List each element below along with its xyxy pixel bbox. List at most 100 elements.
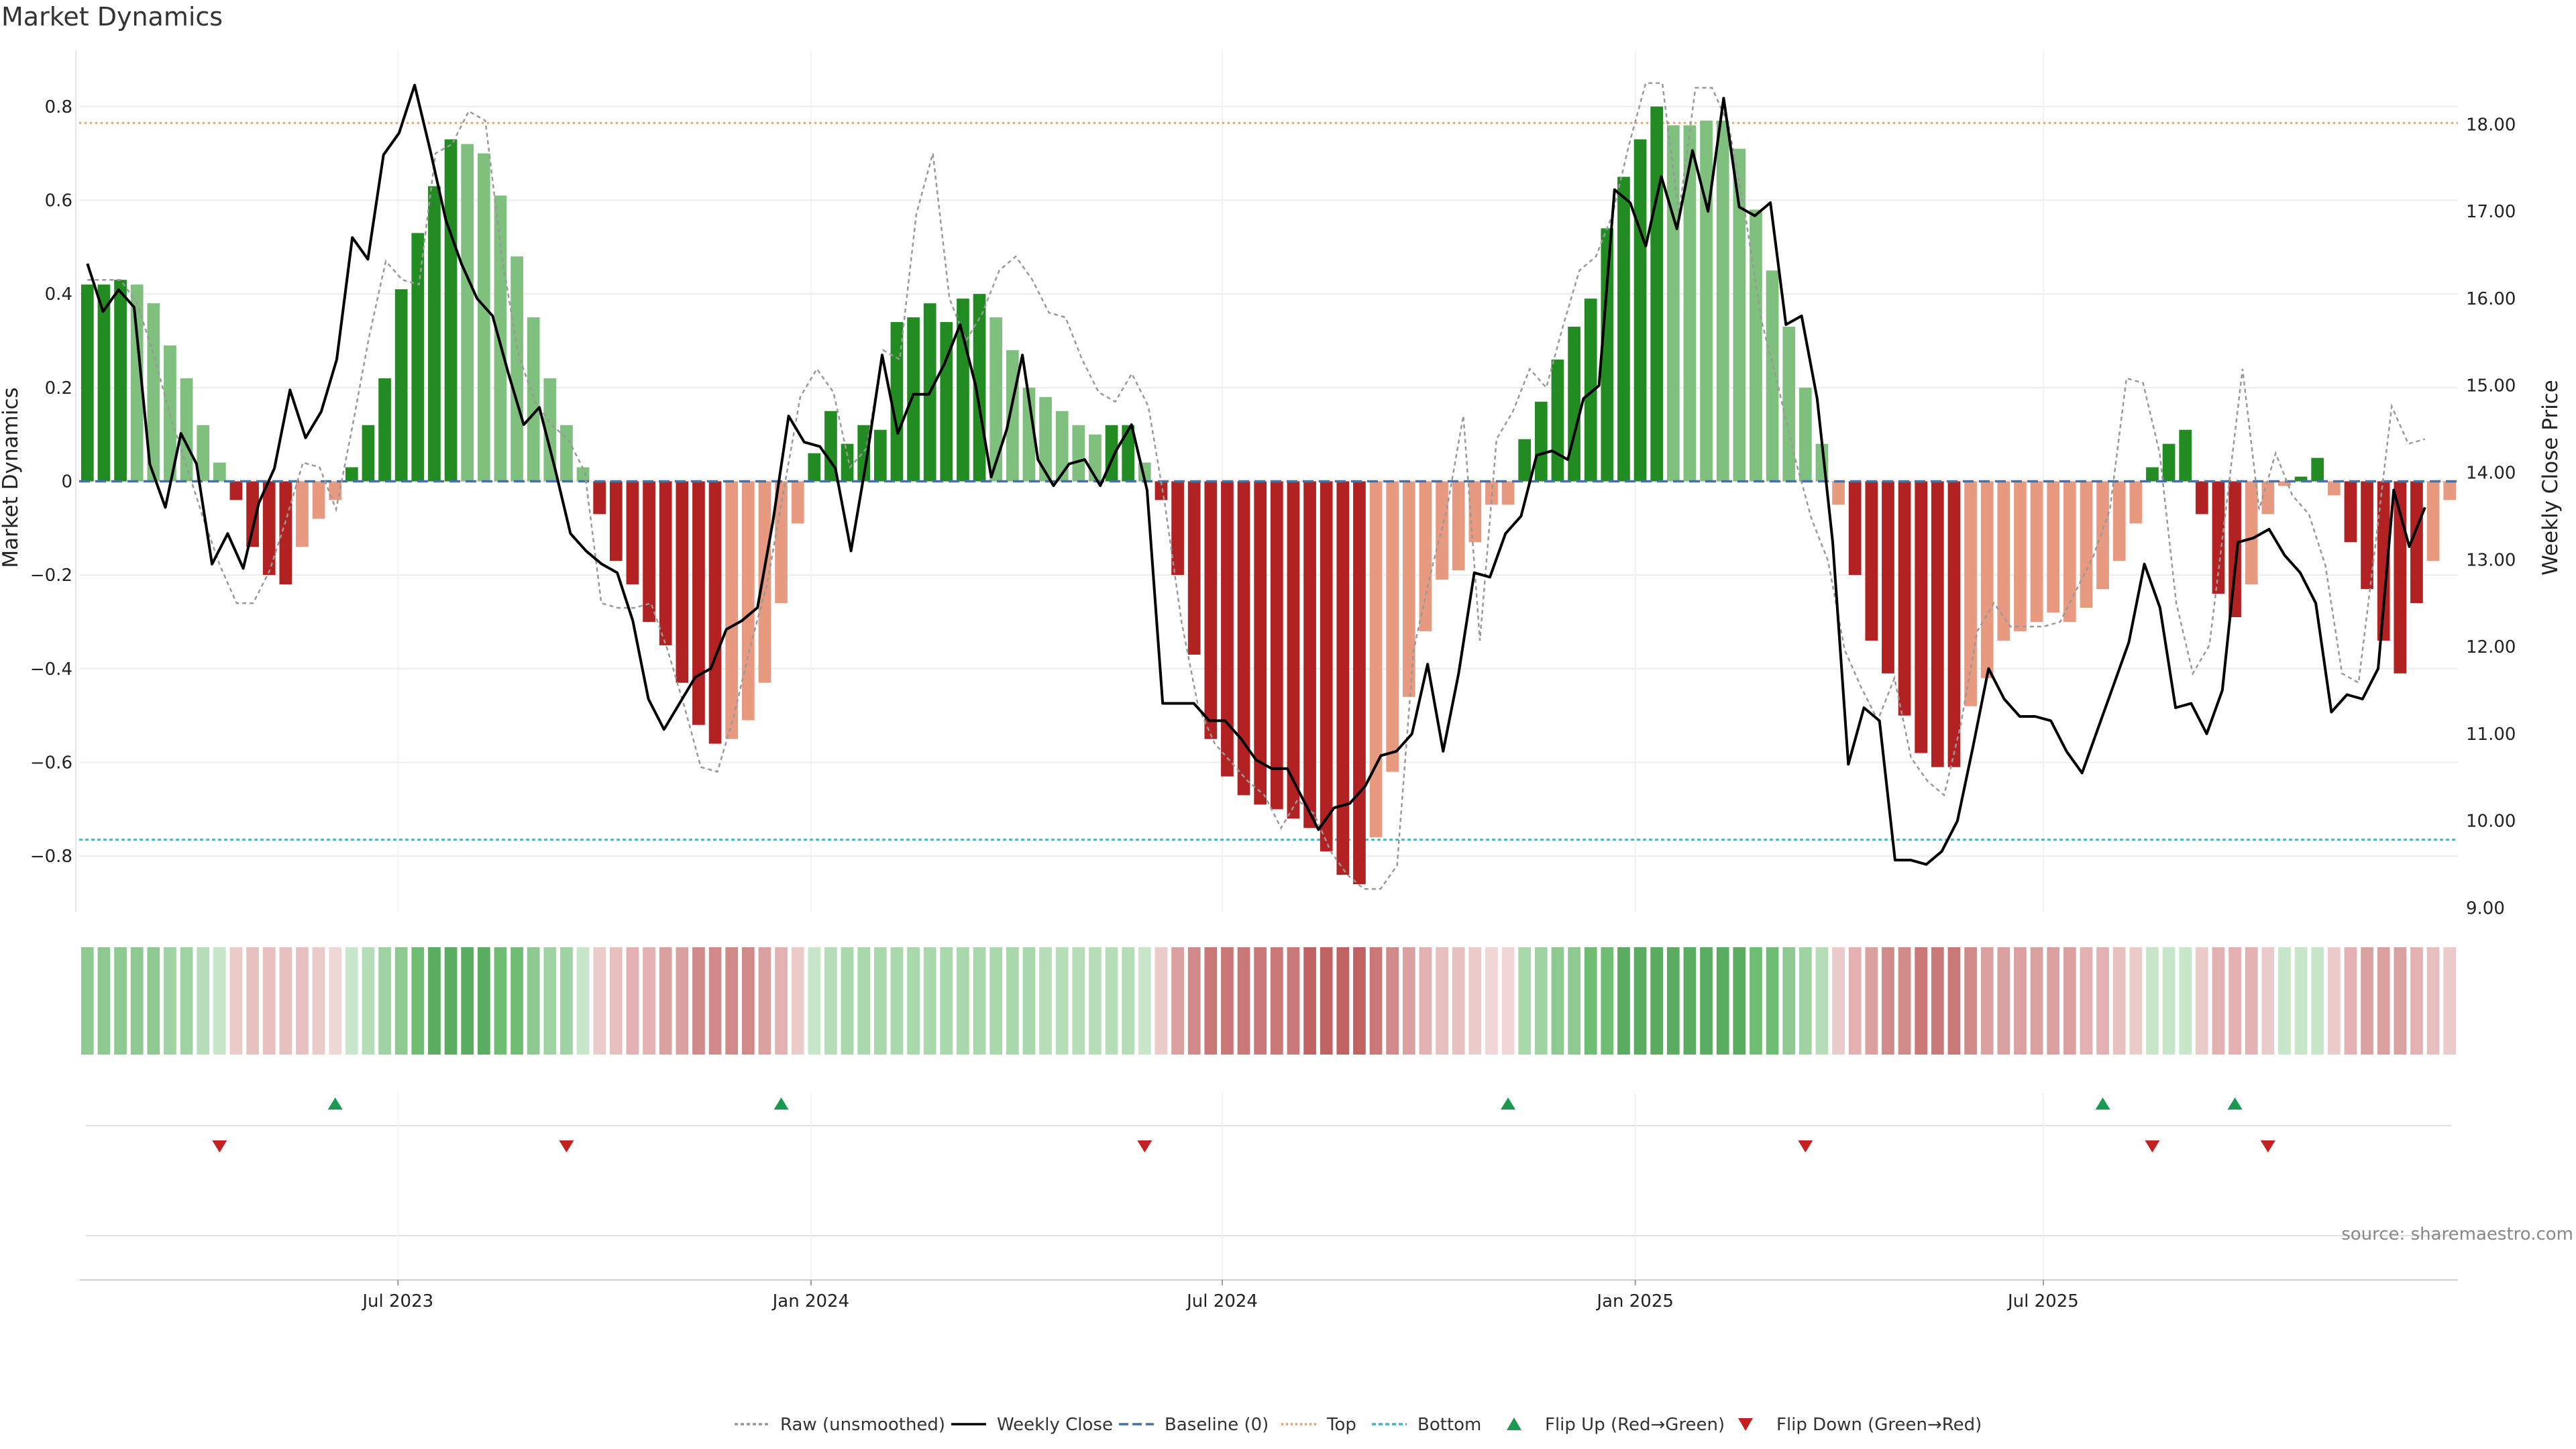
dynamics-bar xyxy=(1402,481,1415,697)
strip-cell xyxy=(2443,947,2457,1055)
strip-cell xyxy=(378,947,391,1055)
dynamics-bar xyxy=(1947,481,1961,767)
strip-cell xyxy=(1799,947,1812,1055)
dynamics-bar xyxy=(527,317,540,482)
dynamics-bar xyxy=(1237,481,1250,796)
strip-cell xyxy=(1848,947,1862,1055)
reference-lines xyxy=(79,121,2458,841)
dynamics-bar xyxy=(1601,228,1614,482)
dynamics-bar xyxy=(1501,481,1515,505)
y2-tick-label: 12.00 xyxy=(2466,637,2516,657)
dynamics-bar xyxy=(1750,209,1762,482)
dynamics-bar xyxy=(2294,476,2308,482)
strip-cell xyxy=(1419,947,1432,1055)
dynamics-bar xyxy=(1782,327,1796,482)
strip-cell xyxy=(1402,947,1415,1055)
dynamics-bar xyxy=(1633,139,1647,482)
strip-cell xyxy=(2426,947,2440,1055)
x-tick-label: Jan 2024 xyxy=(771,1291,850,1311)
dynamics-bar xyxy=(808,453,821,482)
dynamics-bar xyxy=(1452,481,1465,571)
dynamics-bar xyxy=(1666,125,1680,482)
strip-cell xyxy=(2278,947,2291,1055)
x-axis: Jul 2023 Jan 2024 Jul 2024 Jan 2025 Jul 2025 xyxy=(79,1279,2458,1311)
dynamics-bar xyxy=(2112,481,2126,561)
dynamics-bar xyxy=(1997,481,2010,641)
dynamics-bar xyxy=(741,481,755,720)
strip-cell xyxy=(511,947,523,1055)
dynamics-bar xyxy=(1931,481,1944,767)
legend-label: Baseline (0) xyxy=(1165,1415,1269,1435)
dynamics-bar xyxy=(940,322,953,482)
strip-cell xyxy=(2030,947,2043,1055)
strip-cell xyxy=(1287,947,1300,1055)
strip-cell xyxy=(2112,947,2126,1055)
y2-tick-label: 17.00 xyxy=(2466,202,2516,222)
strip-cell xyxy=(1155,947,1168,1055)
strip-cell xyxy=(394,947,408,1055)
dynamics-bar xyxy=(2080,481,2093,608)
strip-cell xyxy=(957,947,969,1055)
dynamics-bar xyxy=(2212,481,2225,594)
dynamics-bar xyxy=(80,284,94,482)
dynamics-bar xyxy=(1568,327,1580,482)
x-tick-label: Jul 2023 xyxy=(361,1291,433,1311)
strip-cell xyxy=(808,947,821,1055)
strip-cell xyxy=(1633,947,1647,1055)
dynamics-bar xyxy=(643,481,655,623)
dynamics-bar xyxy=(2426,481,2440,561)
dynamics-bar xyxy=(1155,481,1168,500)
strip-cell xyxy=(1584,947,1597,1055)
strip-cell xyxy=(1353,947,1366,1055)
dynamics-bar xyxy=(1683,125,1697,482)
dynamics-bar xyxy=(1882,481,1894,674)
dynamics-bar xyxy=(2129,481,2143,524)
dynamics-bar xyxy=(1468,481,1482,543)
strip-cell xyxy=(824,947,837,1055)
strip-cell xyxy=(527,947,540,1055)
dynamics-bars xyxy=(79,106,2458,885)
dynamics-bar xyxy=(609,481,623,561)
dynamics-bar xyxy=(1898,481,1911,716)
dynamics-bar xyxy=(428,186,441,482)
dynamics-bar xyxy=(262,481,276,576)
legend-flip-up-icon xyxy=(1507,1417,1521,1430)
flip-down-marker xyxy=(1137,1140,1152,1152)
y-axis-left-ticks: 0.8 0.6 0.4 0.2 0 −0.2 −0.4 −0.6 −0.8 xyxy=(30,97,72,867)
strip-cell xyxy=(1666,947,1680,1055)
dynamics-bar xyxy=(857,425,871,482)
dynamics-bar xyxy=(394,289,408,482)
strip-cell xyxy=(1716,947,1729,1055)
strip-cell xyxy=(676,947,689,1055)
dynamics-bar xyxy=(1122,425,1135,482)
strip-cell xyxy=(1386,947,1399,1055)
strip-cell xyxy=(2361,947,2373,1055)
strip-cell xyxy=(2377,947,2390,1055)
dynamics-bar xyxy=(1799,387,1812,482)
dynamics-bar xyxy=(2096,481,2109,590)
strip-cell xyxy=(775,947,788,1055)
strip-cell xyxy=(1501,947,1515,1055)
strip-cell xyxy=(1832,947,1845,1055)
strip-cell xyxy=(923,947,936,1055)
strip-cell xyxy=(2014,947,2027,1055)
strip-cell xyxy=(659,947,672,1055)
y2-tick-label: 14.00 xyxy=(2466,464,2516,484)
dynamics-bar xyxy=(1551,359,1564,482)
dynamics-bar xyxy=(345,467,358,482)
strip-cell xyxy=(1436,947,1448,1055)
strip-cell xyxy=(477,947,490,1055)
strip-cell xyxy=(2096,947,2109,1055)
strip-cell xyxy=(989,947,1003,1055)
dynamics-bar xyxy=(1336,481,1350,875)
strip-cell xyxy=(890,947,904,1055)
dynamics-bar xyxy=(444,139,458,482)
dynamics-bar xyxy=(229,481,243,500)
strip-cell xyxy=(1898,947,1911,1055)
dynamics-bar xyxy=(477,153,490,482)
strip-cell xyxy=(692,947,705,1055)
dynamics-bar xyxy=(1915,481,1928,753)
dynamics-bar xyxy=(411,233,425,482)
dynamics-bar xyxy=(213,462,226,482)
y2-tick-label: 9.00 xyxy=(2466,899,2505,919)
